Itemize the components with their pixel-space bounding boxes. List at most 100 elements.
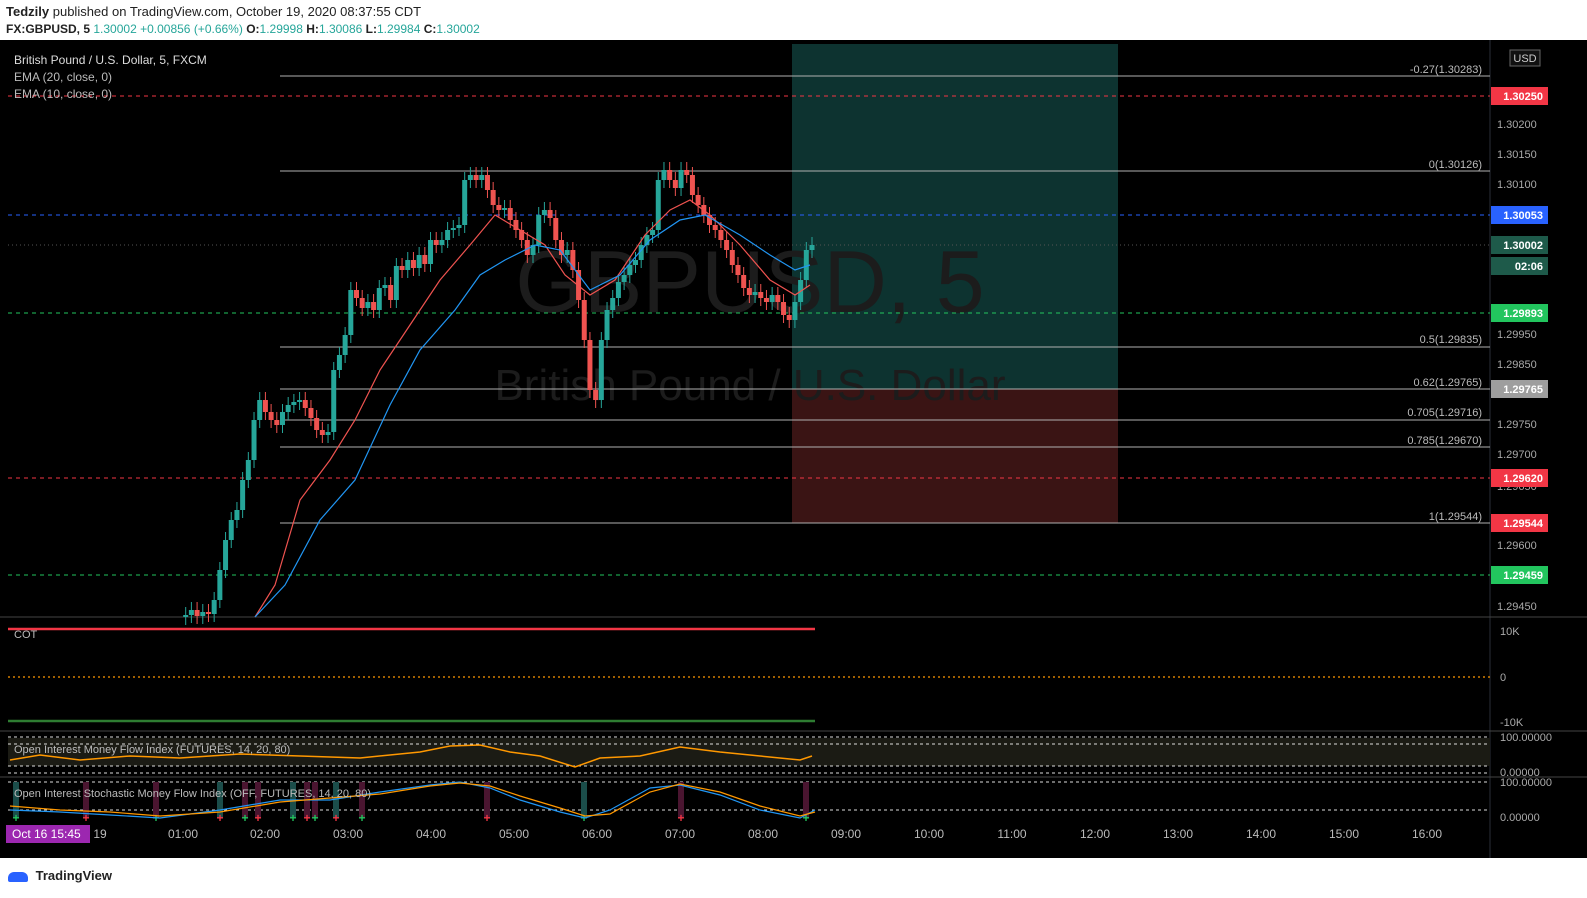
candle-body[interactable] [382, 285, 388, 288]
candle-body[interactable] [371, 302, 377, 310]
candle-body[interactable] [564, 250, 570, 255]
candle-body[interactable] [684, 170, 690, 175]
candle-body[interactable] [416, 255, 422, 268]
candle-body[interactable] [450, 228, 456, 230]
candle-body[interactable] [513, 220, 519, 230]
candle-body[interactable] [558, 240, 564, 255]
candle-body[interactable] [376, 288, 382, 310]
fib-retracement[interactable] [280, 75, 1490, 524]
candle-body[interactable] [667, 170, 673, 180]
candle-body[interactable] [581, 300, 587, 340]
candle-body[interactable] [262, 400, 268, 412]
candle-body[interactable] [781, 302, 787, 315]
candle-body[interactable] [405, 260, 411, 270]
candle-body[interactable] [672, 180, 678, 188]
candle-body[interactable] [695, 195, 701, 205]
candle-body[interactable] [627, 265, 633, 275]
candle-body[interactable] [428, 240, 434, 264]
candle-body[interactable] [325, 432, 331, 435]
candle-body[interactable] [439, 240, 445, 245]
candle-body[interactable] [576, 270, 582, 300]
candle-body[interactable] [211, 600, 217, 614]
candle-body[interactable] [240, 480, 246, 510]
long-position-stop-zone[interactable] [792, 389, 1118, 523]
candle-body[interactable] [285, 405, 291, 412]
candle-body[interactable] [462, 180, 468, 225]
candle-body[interactable] [410, 260, 416, 268]
candle-body[interactable] [729, 250, 735, 265]
candle-body[interactable] [524, 240, 530, 255]
candle-body[interactable] [792, 302, 798, 320]
candle-body[interactable] [638, 245, 644, 260]
candle-body[interactable] [479, 175, 485, 180]
candle-body[interactable] [746, 288, 752, 295]
candle-body[interactable] [183, 615, 189, 617]
candle-body[interactable] [587, 340, 593, 390]
candle-body[interactable] [433, 240, 439, 245]
candle-body[interactable] [541, 210, 547, 215]
candle-body[interactable] [223, 540, 229, 570]
candle-body[interactable] [359, 298, 365, 308]
candle-body[interactable] [331, 370, 337, 432]
candle-body[interactable] [268, 412, 274, 420]
tradingview-logo[interactable]: TradingView [8, 868, 112, 883]
candle-body[interactable] [217, 570, 223, 600]
candle-body[interactable] [234, 510, 240, 520]
candle-body[interactable] [763, 298, 769, 302]
candle-body[interactable] [707, 215, 713, 225]
candle-body[interactable] [678, 170, 684, 188]
candle-body[interactable] [502, 208, 508, 210]
candle-body[interactable] [553, 218, 559, 240]
chart-area[interactable]: GBPUSD, 5 British Pound / U.S. Dollar -0… [0, 40, 1587, 858]
candle-body[interactable] [302, 400, 308, 408]
candle-body[interactable] [274, 420, 280, 425]
candle-body[interactable] [598, 340, 604, 400]
candle-body[interactable] [650, 230, 656, 235]
candle-body[interactable] [661, 170, 667, 180]
candle-body[interactable] [257, 400, 263, 420]
legend-ema20[interactable]: EMA (20, close, 0) [14, 70, 112, 84]
candle-body[interactable] [530, 245, 536, 255]
candle-body[interactable] [615, 282, 621, 298]
candle-body[interactable] [399, 266, 405, 270]
chart-canvas[interactable]: GBPUSD, 5 British Pound / U.S. Dollar -0… [0, 40, 1587, 858]
candle-body[interactable] [188, 610, 194, 615]
candle-body[interactable] [484, 175, 490, 190]
candle-body[interactable] [319, 430, 325, 435]
candle-body[interactable] [786, 315, 792, 320]
candle-body[interactable] [570, 250, 576, 270]
candle-body[interactable] [194, 610, 200, 616]
ema-20-line[interactable] [254, 214, 811, 618]
candle-body[interactable] [507, 208, 513, 220]
candle-body[interactable] [519, 230, 525, 240]
candle-body[interactable] [775, 295, 781, 302]
ema-10-line[interactable] [254, 199, 811, 618]
candle-body[interactable] [200, 612, 206, 616]
candle-body[interactable] [496, 205, 502, 210]
price-axis[interactable]: 1.302001.301501.301001.300501.299501.298… [1497, 119, 1537, 613]
candle-body[interactable] [456, 225, 462, 228]
candle-body[interactable] [803, 250, 809, 280]
candle-body[interactable] [610, 298, 616, 310]
candle-body[interactable] [718, 230, 724, 240]
candle-body[interactable] [445, 230, 451, 240]
candle-body[interactable] [388, 285, 394, 300]
long-position-profit-zone[interactable] [792, 44, 1118, 389]
candle-body[interactable] [735, 265, 741, 275]
candle-body[interactable] [769, 295, 775, 302]
candle-body[interactable] [724, 240, 730, 250]
candle-body[interactable] [655, 180, 661, 230]
candle-body[interactable] [342, 335, 348, 355]
candle-body[interactable] [758, 292, 764, 298]
currency-button[interactable] [1509, 49, 1541, 67]
candle-body[interactable] [809, 245, 815, 250]
candle-body[interactable] [490, 190, 496, 205]
candle-body[interactable] [741, 275, 747, 288]
candle-body[interactable] [604, 310, 610, 340]
candle-body[interactable] [473, 175, 479, 180]
candle-body[interactable] [308, 408, 314, 418]
candle-body[interactable] [336, 355, 342, 370]
candle-body[interactable] [547, 210, 553, 218]
candle-body[interactable] [291, 402, 297, 405]
candlesticks[interactable] [183, 162, 815, 625]
